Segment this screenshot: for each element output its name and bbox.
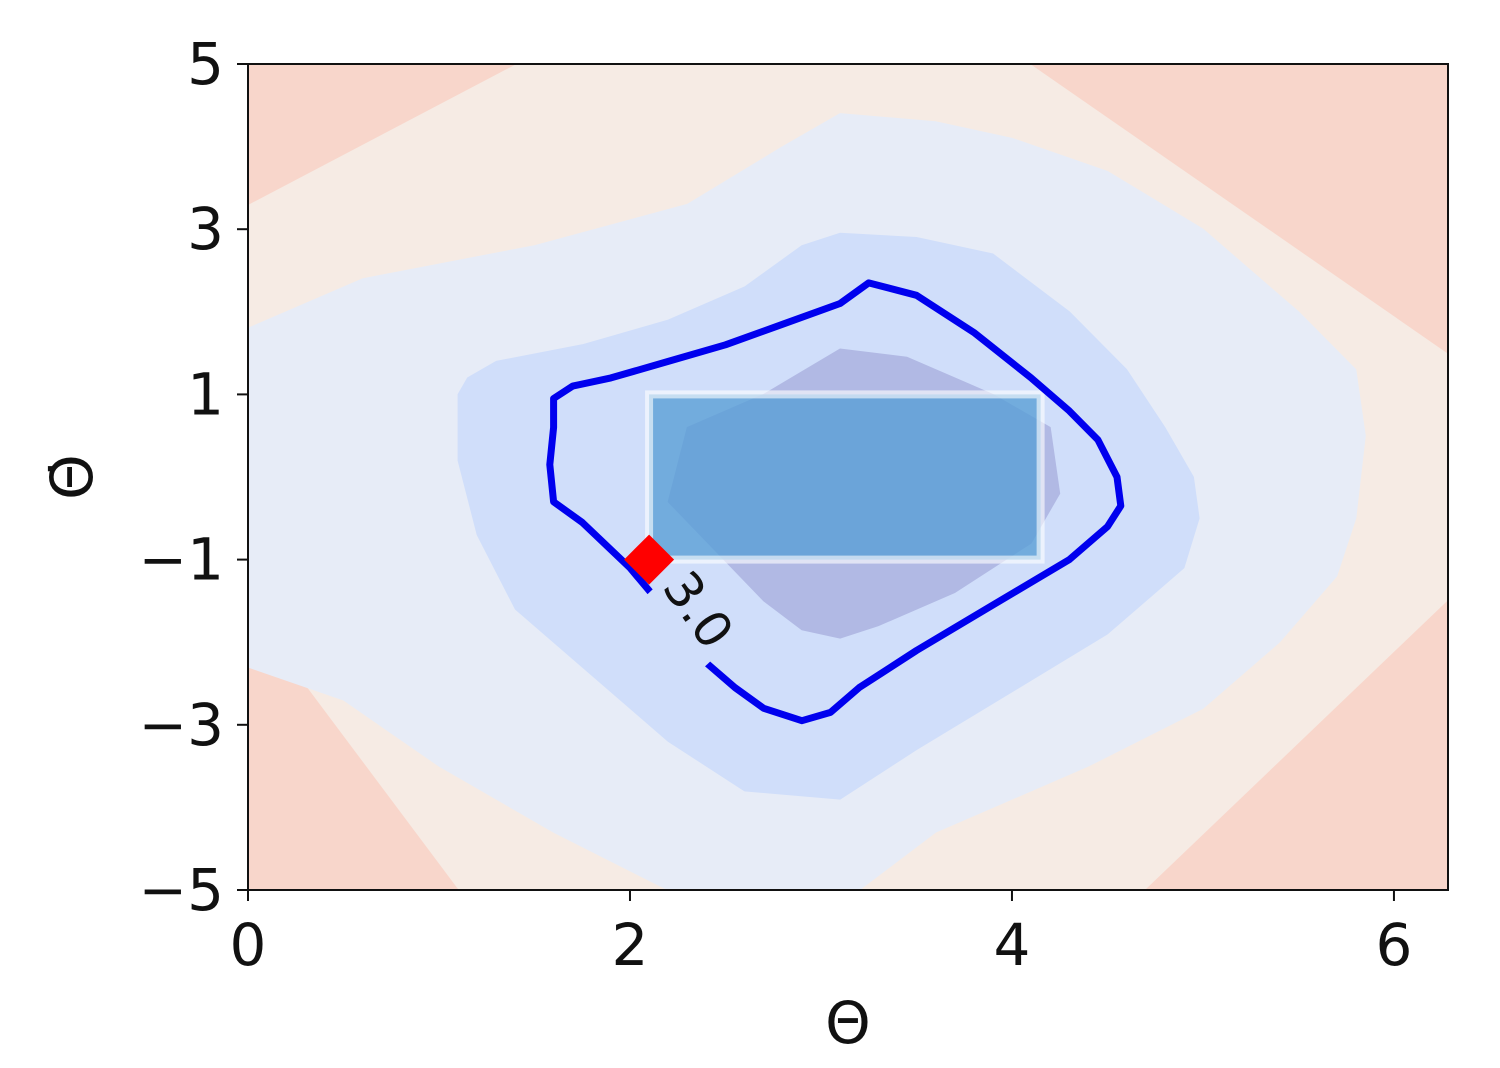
target-region-group — [645, 390, 1045, 564]
marker-group — [624, 534, 675, 585]
marker-diamond — [624, 534, 675, 585]
y-tick-label: −5 — [139, 856, 225, 924]
contour-line — [546, 279, 1125, 725]
x-tick-label: 2 — [612, 911, 649, 979]
y-tick-label: −3 — [139, 691, 225, 759]
x-axis-label: Θ — [825, 989, 871, 1057]
y-axis-ticks: 5 3 1 −1 −3 −5 — [139, 30, 248, 924]
x-tick-label: 0 — [230, 911, 267, 979]
x-tick-label: 6 — [1375, 911, 1412, 979]
y-tick-label: −1 — [139, 526, 225, 594]
target-region — [645, 390, 1045, 564]
y-tick-label: 5 — [187, 30, 224, 98]
x-axis-ticks: 0 2 4 6 — [230, 890, 1412, 979]
x-tick-label: 4 — [994, 911, 1031, 979]
y-tick-label: 3 — [187, 195, 224, 263]
y-axis-label: Θ̇ — [38, 454, 106, 500]
plot-frame — [247, 63, 1449, 891]
y-tick-label: 1 — [187, 360, 224, 428]
contour-fill-7 — [1144, 600, 1448, 890]
contour-fill-4 — [248, 64, 516, 205]
contour-fill-5 — [1030, 64, 1448, 354]
